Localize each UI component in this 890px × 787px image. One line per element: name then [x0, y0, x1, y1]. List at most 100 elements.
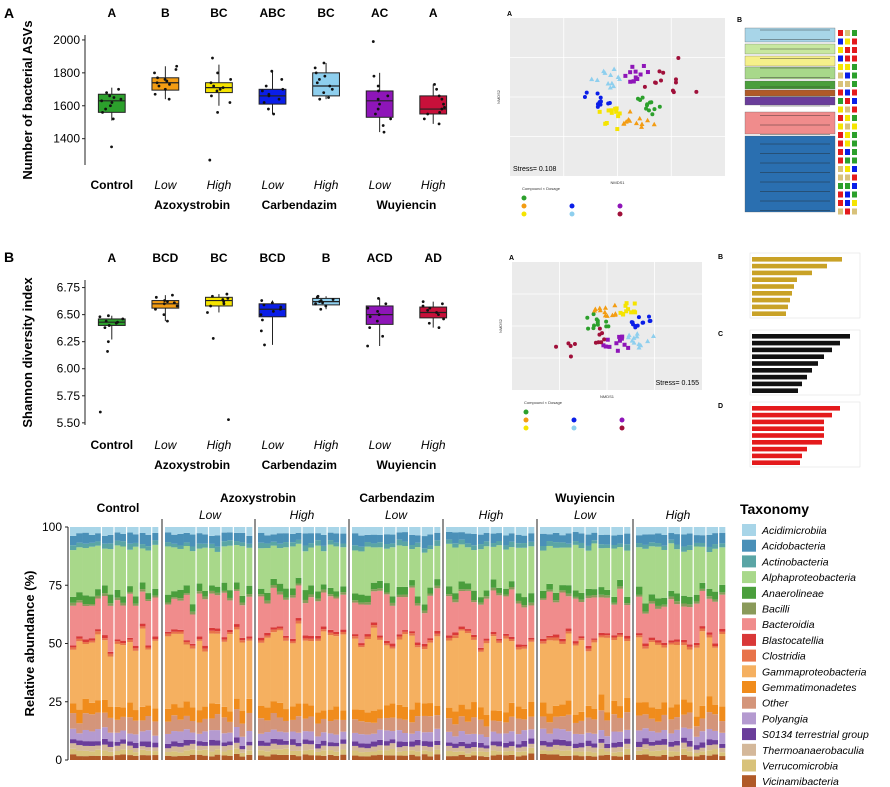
stack-segment: [471, 550, 478, 591]
stack-segment: [452, 751, 459, 757]
stack-segment: [446, 539, 453, 544]
stack-segment: [585, 651, 592, 706]
stack-segment: [686, 545, 694, 550]
stack-segment: [358, 709, 365, 722]
nmds-point: [596, 340, 601, 345]
tree-heat-cell: [838, 157, 843, 164]
stack-segment: [427, 640, 435, 643]
stack-segment: [302, 635, 309, 639]
stack-segment: [496, 592, 503, 596]
stack-segment: [233, 545, 240, 583]
stack-segment: [126, 755, 134, 760]
stack-segment: [565, 714, 573, 732]
data-point: [229, 78, 233, 81]
nmds-y-title: NMDS2: [496, 89, 501, 104]
stack-segment: [483, 541, 491, 547]
stack-segment: [680, 748, 688, 755]
nmds-point: [612, 311, 618, 316]
stack-segment: [189, 546, 197, 552]
stack-segment: [552, 749, 560, 755]
stack-segment: [408, 534, 416, 546]
stack-segment: [295, 620, 303, 624]
stack-segment: [177, 633, 184, 708]
stack-segment: [667, 642, 675, 645]
stack-segment: [95, 741, 102, 746]
stack-segment: [667, 543, 675, 591]
stack-segment: [189, 645, 197, 649]
stack-segment: [402, 634, 409, 707]
stack-segment: [471, 755, 478, 760]
nmds-point: [597, 307, 603, 313]
treatment-label: Azoxystrobin: [154, 458, 230, 472]
stack-segment: [76, 745, 83, 751]
stack-segment: [521, 708, 529, 720]
nmds-point: [607, 84, 613, 90]
stack-segment: [623, 754, 631, 760]
stack-segment: [333, 596, 341, 599]
stack-segment: [686, 702, 694, 713]
stack-segment: [712, 754, 719, 760]
data-point: [437, 313, 440, 317]
stack-segment: [270, 729, 278, 739]
stack-segment: [177, 707, 184, 720]
stack-segment: [414, 647, 422, 703]
c-legend-key: [742, 665, 756, 678]
stack-segment: [120, 707, 127, 717]
nmds-legend-key: [521, 211, 527, 217]
tree-heat-cell: [852, 89, 857, 96]
stack-segment: [636, 715, 643, 731]
stack-segment: [101, 638, 109, 641]
stack-segment: [565, 585, 573, 594]
stack-segment: [308, 527, 315, 534]
stack-segment: [389, 643, 397, 647]
stack-segment: [527, 738, 535, 744]
stack-segment: [220, 746, 228, 752]
stack-segment: [120, 533, 127, 542]
stack-segment: [276, 731, 284, 740]
stack-segment: [333, 746, 341, 752]
bar-mark: [752, 263, 827, 269]
stack-segment: [483, 546, 491, 591]
nmds-point: [632, 301, 637, 306]
stack-segment: [126, 642, 134, 703]
stack-segment: [546, 733, 554, 743]
stack-segment: [139, 548, 146, 583]
stack-segment: [177, 719, 184, 732]
stack-segment: [396, 532, 403, 540]
data-point: [162, 313, 166, 317]
stack-segment: [107, 706, 115, 718]
stack-segment: [674, 641, 681, 645]
stack-segment: [559, 641, 567, 644]
stack-segment: [546, 746, 554, 752]
stack-segment: [515, 527, 522, 535]
stack-segment: [521, 751, 529, 756]
stack-segment: [661, 744, 669, 751]
stack-segment: [339, 594, 347, 630]
stack-segment: [396, 636, 403, 640]
data-point: [377, 296, 380, 300]
nmds-point: [609, 110, 614, 115]
stack-segment: [712, 740, 719, 745]
significance-letter: BC: [317, 6, 335, 20]
y-tick-label: 1600: [53, 99, 80, 113]
stack-segment: [693, 527, 700, 536]
tree-heat-cell: [845, 191, 850, 198]
stack-segment: [471, 742, 478, 748]
nmds-point: [619, 336, 624, 341]
stack-segment: [623, 641, 631, 699]
stack-segment: [183, 715, 191, 730]
stack-segment: [364, 734, 372, 744]
stack-segment: [648, 741, 656, 746]
stack-segment: [396, 539, 403, 546]
stack-segment: [177, 548, 184, 590]
stack-segment: [82, 548, 90, 596]
stack-segment: [308, 641, 315, 706]
stack-segment: [145, 750, 153, 756]
tree-heat-cell: [852, 200, 857, 206]
stack-segment: [208, 718, 216, 731]
data-point: [271, 309, 275, 313]
stack-segment: [617, 543, 624, 548]
stack-segment: [352, 750, 359, 756]
tree-heat-cell: [838, 30, 843, 36]
stack-segment: [421, 646, 428, 650]
